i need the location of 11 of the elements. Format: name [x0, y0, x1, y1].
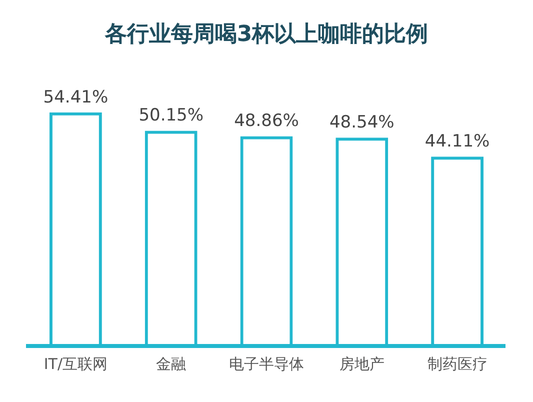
data-label: 54.41% [43, 87, 108, 108]
data-label: 48.54% [329, 112, 394, 133]
x-tick-label: IT/互联网 [44, 354, 108, 373]
chart-title: 各行业每周喝3杯以上咖啡的比例 [104, 22, 428, 47]
x-tick-label: 制药医疗 [427, 354, 488, 373]
data-label: 48.86% [234, 111, 299, 132]
x-tick-label: 电子半导体 [229, 354, 304, 373]
x-tick-label: 房地产 [339, 354, 384, 373]
data-label: 50.15% [138, 106, 204, 126]
x-tick-label: 金融 [156, 354, 186, 373]
data-label: 44.11% [424, 132, 490, 152]
